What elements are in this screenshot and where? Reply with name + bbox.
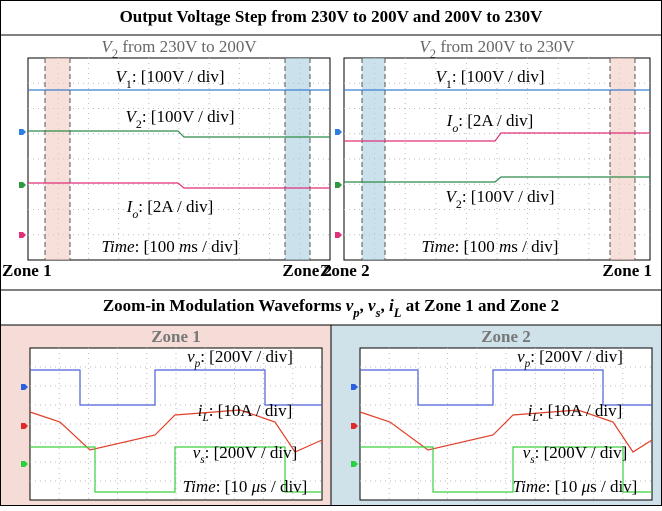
text-run: : [10A / div] (539, 401, 623, 420)
text-run: s / div] (511, 237, 558, 256)
text-run: Time (102, 237, 136, 256)
text-run: Time (422, 237, 456, 256)
text-run: Time (183, 477, 217, 496)
zone-band (610, 58, 635, 260)
zone-label: Zone 2 (320, 261, 370, 280)
zone-heading: Zone 2 (481, 327, 531, 346)
text-run: s / div] (191, 237, 238, 256)
text-run: , (381, 296, 390, 315)
zone-band (45, 58, 70, 260)
channel-marker (335, 232, 342, 238)
text-run: L (393, 306, 402, 320)
figure: Output Voltage Step from 230V to 200V an… (0, 0, 662, 506)
text-run: p (352, 306, 359, 320)
text-run: : [10 (216, 477, 252, 496)
text-run: Time (513, 477, 547, 496)
label: Time: [100 ms / div] (422, 237, 559, 256)
label: Zoom-in Modulation Waveforms vp, vs, iL … (103, 296, 559, 320)
text-run: Zoom-in Modulation Waveforms (103, 296, 346, 315)
text-run: , (360, 296, 369, 315)
zone-band (285, 58, 310, 260)
text-run: μ (581, 477, 591, 496)
text-run: : [100 (455, 237, 499, 256)
label: Time: [10 μs / div] (183, 477, 308, 496)
text-run: L (201, 412, 208, 424)
text-run: s / div] (590, 477, 637, 496)
text-run: m (179, 237, 191, 256)
text-run: : [200V / div] (205, 443, 298, 462)
text-run: : [100 (135, 237, 179, 256)
text-run: L (531, 412, 538, 424)
text-run: from 200V to 230V (436, 37, 575, 56)
text-run: : [10 (546, 477, 582, 496)
zone-band (362, 58, 385, 260)
text-run: m (499, 237, 511, 256)
zone-heading: Zone 1 (151, 327, 201, 346)
text-run: Output Voltage Step from 230V to 200V an… (120, 7, 544, 26)
text-run: : [200V / div] (530, 347, 623, 366)
label: Time: [100 ms / div] (102, 237, 239, 256)
text-run: : [100V / div] (452, 67, 545, 86)
text-run: : [200V / div] (200, 347, 293, 366)
text-run: : [100V / div] (132, 67, 225, 86)
text-run: μ (251, 477, 261, 496)
channel-marker (19, 182, 26, 188)
text-run: : [10A / div] (209, 401, 293, 420)
text-run: : [200V / div] (535, 443, 628, 462)
label: V2 from 200V to 230V (419, 37, 575, 61)
text-run: : [2A / div] (458, 111, 533, 130)
label: Output Voltage Step from 230V to 200V an… (120, 7, 544, 26)
text-run: : [100V / div] (462, 187, 555, 206)
text-run: s / div] (260, 477, 307, 496)
text-run: from 230V to 200V (118, 37, 257, 56)
zone-label: Zone 1 (2, 261, 52, 280)
label: V2 from 230V to 200V (101, 37, 257, 61)
text-run: : [2A / div] (138, 197, 213, 216)
zone-label: Zone 1 (602, 261, 652, 280)
text-run: : [100V / div] (142, 107, 235, 126)
channel-marker (19, 232, 26, 238)
text-run: at Zone 1 and Zone 2 (401, 296, 559, 315)
channel-marker (19, 129, 26, 135)
label: Time: [10 μs / div] (513, 477, 638, 496)
channel-marker (335, 182, 342, 188)
channel-marker (335, 129, 342, 135)
